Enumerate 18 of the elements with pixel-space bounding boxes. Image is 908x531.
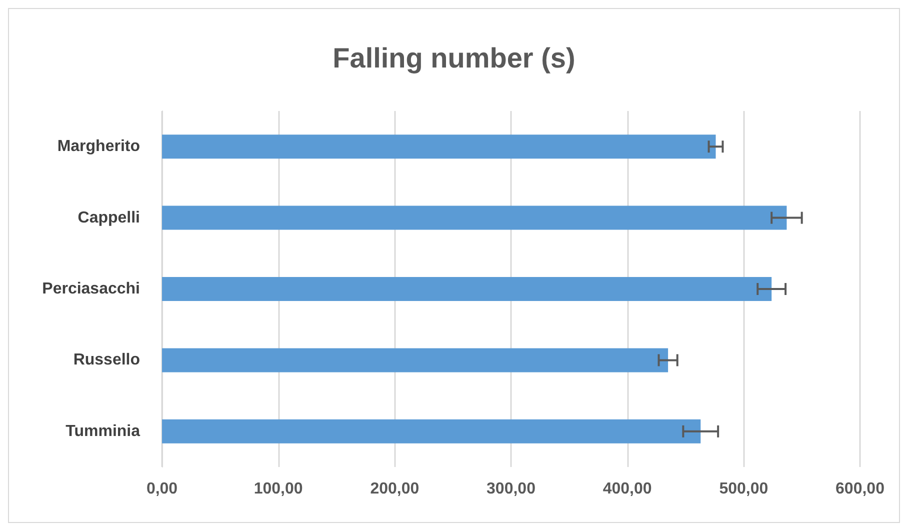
bar — [162, 277, 772, 301]
y-tick-label: Margherito — [57, 138, 140, 156]
x-tick-label: 400,00 — [602, 480, 652, 498]
y-tick-label: Cappelli — [78, 209, 140, 226]
y-tick-label: Russello — [73, 352, 140, 369]
bar — [162, 348, 668, 372]
bar — [162, 206, 787, 230]
x-tick-label: 200,00 — [370, 480, 420, 498]
x-tick-label: 100,00 — [254, 480, 303, 498]
x-tick-label: 300,00 — [486, 480, 536, 498]
y-tick-label: Tumminia — [66, 422, 140, 440]
bar — [162, 134, 716, 159]
x-tick-label: 500,00 — [719, 480, 768, 498]
y-tick-label: Perciasacchi — [42, 280, 140, 298]
chart-title: Falling number (s) — [332, 42, 576, 74]
bar — [162, 419, 701, 444]
x-tick-label: 0,00 — [146, 480, 178, 498]
x-tick-label: 600,00 — [836, 480, 885, 498]
